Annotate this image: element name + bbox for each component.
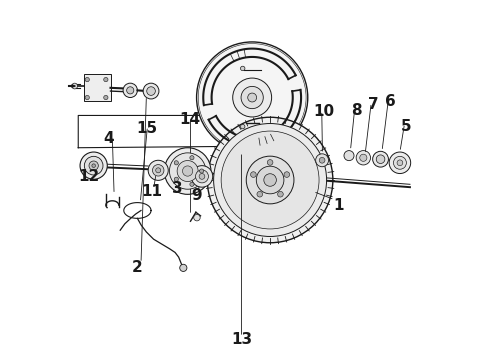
Circle shape: [156, 168, 161, 173]
Circle shape: [174, 161, 178, 165]
Circle shape: [196, 170, 208, 183]
Circle shape: [190, 182, 194, 186]
Circle shape: [316, 154, 329, 167]
Circle shape: [196, 42, 308, 153]
Circle shape: [104, 77, 108, 82]
Circle shape: [214, 123, 326, 237]
Circle shape: [147, 87, 155, 95]
Circle shape: [256, 166, 284, 194]
Circle shape: [194, 215, 200, 221]
Circle shape: [174, 177, 178, 181]
Circle shape: [389, 152, 411, 174]
Circle shape: [356, 150, 370, 165]
Circle shape: [250, 172, 256, 177]
Circle shape: [241, 66, 245, 71]
Text: 11: 11: [141, 184, 162, 199]
Circle shape: [170, 153, 206, 189]
Text: 10: 10: [313, 104, 335, 120]
Bar: [84, 74, 111, 101]
Circle shape: [152, 165, 164, 176]
Circle shape: [182, 166, 193, 176]
Circle shape: [148, 160, 168, 180]
Circle shape: [264, 174, 276, 186]
Circle shape: [143, 83, 159, 99]
Circle shape: [278, 192, 283, 197]
Circle shape: [199, 174, 205, 179]
Circle shape: [393, 156, 406, 169]
Text: 8: 8: [351, 103, 362, 118]
Circle shape: [164, 148, 211, 194]
Circle shape: [360, 154, 367, 161]
Circle shape: [397, 160, 403, 166]
Circle shape: [89, 161, 98, 170]
Circle shape: [246, 156, 294, 204]
Circle shape: [373, 151, 389, 167]
Circle shape: [85, 77, 89, 82]
Circle shape: [72, 83, 77, 89]
Circle shape: [190, 156, 194, 160]
Circle shape: [177, 161, 198, 181]
Circle shape: [221, 131, 319, 229]
Circle shape: [376, 155, 385, 163]
Circle shape: [284, 172, 290, 177]
Text: 4: 4: [103, 131, 114, 146]
Circle shape: [248, 93, 257, 102]
Circle shape: [180, 264, 187, 271]
Circle shape: [104, 95, 108, 100]
Circle shape: [344, 150, 354, 161]
Circle shape: [233, 78, 271, 117]
Circle shape: [319, 157, 325, 163]
Text: 15: 15: [136, 121, 157, 135]
Circle shape: [191, 166, 213, 187]
Circle shape: [267, 159, 273, 165]
Text: 9: 9: [191, 188, 202, 203]
Circle shape: [84, 156, 103, 175]
Text: 5: 5: [401, 119, 412, 134]
Circle shape: [80, 152, 107, 179]
Text: 1: 1: [333, 198, 343, 213]
Text: 2: 2: [132, 260, 143, 275]
Circle shape: [126, 87, 134, 94]
Text: 12: 12: [78, 169, 99, 184]
Circle shape: [207, 117, 333, 243]
Circle shape: [92, 164, 96, 167]
Text: 6: 6: [385, 94, 395, 109]
Circle shape: [241, 124, 245, 129]
Circle shape: [241, 86, 263, 109]
Text: 7: 7: [368, 97, 379, 112]
Circle shape: [123, 83, 137, 98]
Circle shape: [85, 95, 89, 100]
Text: 3: 3: [172, 181, 182, 197]
Text: 14: 14: [179, 112, 200, 126]
Circle shape: [199, 169, 204, 173]
Text: 13: 13: [231, 332, 252, 347]
Circle shape: [257, 192, 263, 197]
